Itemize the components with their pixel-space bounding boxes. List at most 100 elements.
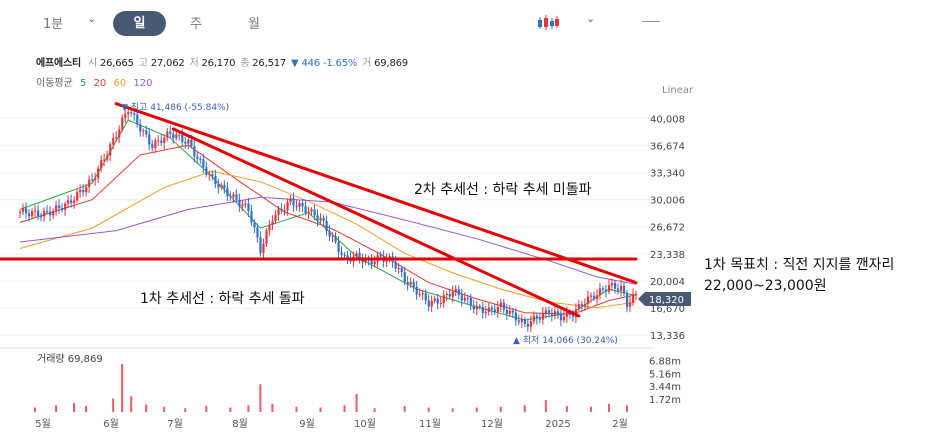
candle-body [505, 309, 508, 314]
close-value: 26,517 [252, 58, 287, 69]
candle-body [94, 178, 97, 180]
candle-body [526, 323, 530, 327]
candle-body [355, 253, 358, 257]
candle-body [595, 295, 599, 300]
candle-body [520, 319, 524, 322]
chevron-down-icon[interactable]: ⌄ [586, 12, 596, 25]
volume-bar [229, 407, 232, 412]
x-tick-label: 9월 [299, 418, 315, 430]
volume-tick-label: 6.88m [649, 356, 681, 367]
price-axis: 40,008 36,674 33,340 30,006 26,672 23,338 20,0… [650, 114, 685, 342]
timeframe-weekly[interactable]: 주 [190, 17, 202, 32]
candle-body [487, 307, 490, 312]
candle-body [157, 140, 160, 142]
volume-bar [589, 406, 592, 412]
y-tick-label: 13,336 [650, 331, 685, 342]
candle-body [235, 194, 238, 200]
candle-body [100, 160, 103, 169]
volume-bar [184, 408, 187, 412]
candlestick-icon[interactable] [537, 14, 559, 32]
moving-average-legend[interactable]: 이동평균 5 20 60 120 [36, 74, 157, 89]
candle-body [370, 259, 373, 265]
candle-body [271, 221, 274, 225]
candle-body [283, 210, 286, 212]
candle-body [121, 117, 124, 130]
candle-body [232, 194, 235, 197]
trendlines [0, 102, 638, 318]
candle-body [178, 134, 181, 136]
candle-body [103, 159, 106, 161]
volume-bar [205, 406, 208, 412]
candle-body [151, 144, 154, 149]
candle-body [418, 294, 421, 296]
candle-body [565, 311, 569, 317]
candle-body [253, 222, 256, 228]
volume-bar [499, 406, 502, 412]
candle-body [547, 310, 551, 315]
candle-body [322, 217, 325, 221]
timeframe-1min[interactable]: 1분 [43, 17, 64, 32]
candle-body [250, 210, 253, 223]
candle-body [91, 179, 94, 181]
x-tick-label: 2월 [612, 418, 628, 430]
candle-body [409, 281, 412, 285]
candle-body [34, 210, 37, 212]
candle-body [184, 141, 187, 144]
candle-body [49, 211, 52, 216]
candle-body [445, 293, 448, 296]
candle-body [55, 205, 58, 211]
chevron-down-icon[interactable]: ⌄ [87, 12, 97, 25]
ma-20: 20 [93, 78, 107, 89]
ma-line-20 [19, 144, 637, 315]
y-tick-label: 33,340 [650, 169, 685, 180]
volume-tick-label: 1.72m [649, 395, 681, 406]
timeframe-daily-active[interactable]: 일 [113, 11, 166, 36]
candle-body [259, 237, 262, 253]
candle-body [217, 183, 220, 188]
candle-body [133, 113, 136, 115]
candle-body [406, 282, 409, 285]
volume-bar [85, 406, 88, 412]
volume-bar [625, 405, 628, 412]
candle-body [148, 134, 151, 145]
candle-body [202, 159, 205, 168]
candle-body [538, 318, 542, 320]
price-series [19, 106, 638, 333]
candle-body [337, 241, 340, 253]
candle-body [427, 300, 430, 307]
candle-body [625, 293, 629, 307]
low-marker-label: ▲ 최저 14,066 (30.24%) [513, 335, 618, 346]
ma-line-120 [19, 196, 637, 285]
volume-bar [271, 403, 274, 412]
trendline-1 [171, 127, 581, 318]
timeframe-monthly[interactable]: 월 [248, 17, 260, 32]
y-tick-label: 26,672 [650, 223, 685, 234]
candle-body [466, 297, 469, 299]
candle-body [136, 114, 139, 125]
candle-body [460, 294, 463, 301]
candle-body [79, 190, 82, 193]
scale-mode-toggle[interactable]: Linear [662, 85, 694, 96]
candle-body [289, 198, 292, 203]
candle-body [163, 137, 166, 144]
volume-bar [163, 406, 166, 412]
candle-body [635, 293, 638, 295]
time-axis: 5월 6월 7월 8월 9월 10월 11월 12월 2025 2월 [35, 418, 628, 430]
candle-body [331, 235, 334, 237]
candle-body [607, 285, 611, 292]
open-value: 26,665 [99, 58, 134, 69]
y-tick-label: 30,006 [650, 196, 685, 207]
candle-body [334, 235, 337, 242]
candle-body [244, 203, 247, 205]
candle-body [43, 211, 46, 217]
horizontal-line-icon[interactable] [642, 21, 660, 22]
candle-body [589, 295, 593, 297]
candle-body [361, 259, 364, 263]
candle-body [145, 130, 148, 135]
candle-body [70, 200, 73, 203]
volume-bar [247, 405, 250, 412]
candle-body [436, 298, 439, 304]
candle-body [493, 309, 496, 313]
candle-body [511, 310, 514, 313]
